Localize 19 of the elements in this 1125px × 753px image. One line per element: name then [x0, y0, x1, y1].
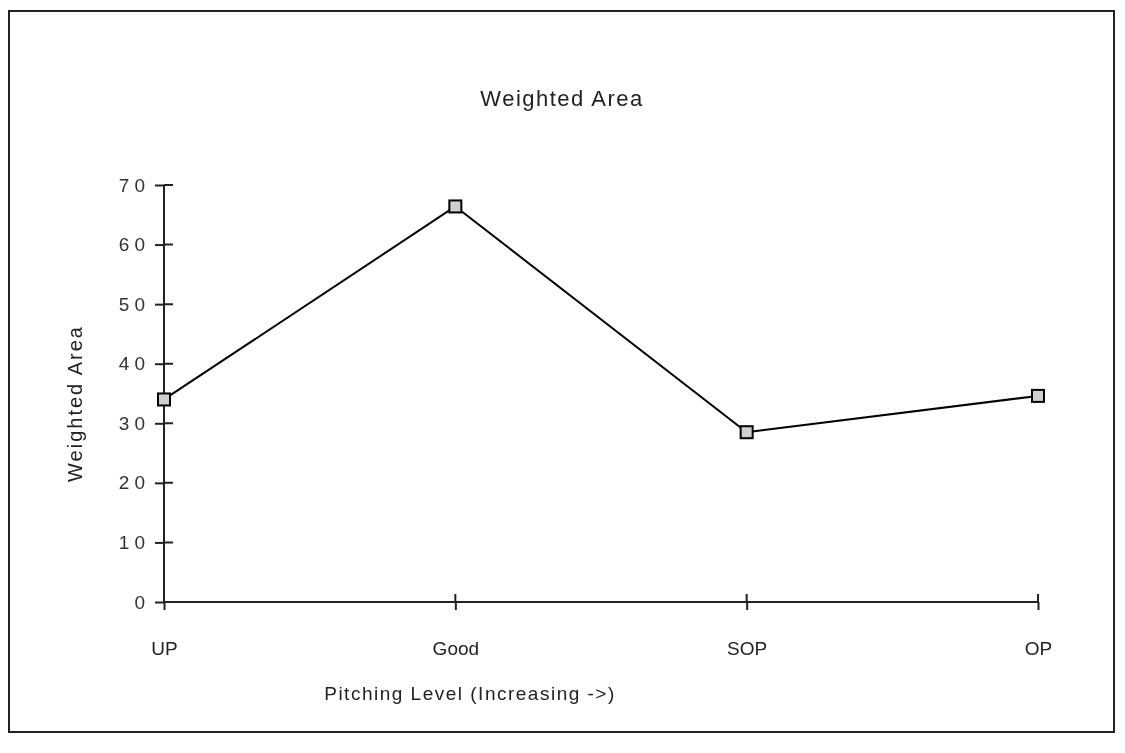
- x-tick-label: OP: [1024, 638, 1053, 660]
- point: [739, 425, 754, 440]
- point: [448, 199, 463, 214]
- x-tick-label: UP: [151, 638, 178, 660]
- y-tick-label: 60: [118, 234, 150, 256]
- y-axis-title: Weighted Area: [64, 325, 86, 482]
- x-axis-title: Pitching Level (Increasing ->): [324, 683, 616, 704]
- y-tick-label: 30: [118, 412, 150, 434]
- y-tick-label: 40: [118, 353, 150, 375]
- y-tick-label: 0: [134, 591, 150, 613]
- point: [157, 392, 171, 407]
- point: [1031, 388, 1045, 403]
- x-tick-label: Good: [432, 638, 480, 660]
- y-tick-label: 20: [118, 472, 150, 494]
- x-tick-label: SOP: [727, 638, 768, 660]
- y-tick-label: 10: [118, 532, 150, 554]
- y-tick-label: 50: [118, 293, 150, 315]
- y-tick-label: 70: [118, 174, 150, 196]
- chart-title: Weighted Area: [480, 86, 644, 111]
